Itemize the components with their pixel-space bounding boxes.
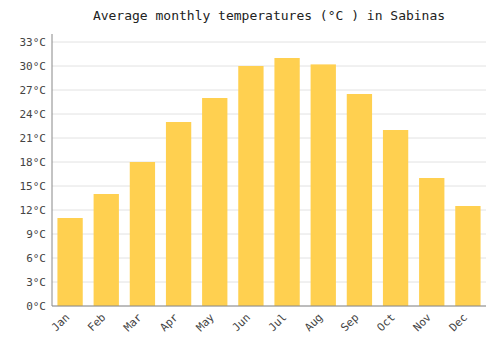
x-tick-label: Nov bbox=[411, 311, 435, 335]
y-tick-label: 30°C bbox=[20, 60, 47, 73]
y-axis-line bbox=[52, 34, 53, 306]
x-tick-label: Apr bbox=[157, 311, 181, 335]
x-tick-label: May bbox=[194, 311, 218, 335]
bar bbox=[274, 58, 299, 306]
x-tick-label: Jun bbox=[230, 311, 253, 334]
y-tick-label: 9°C bbox=[26, 228, 46, 241]
grid-line bbox=[52, 90, 486, 91]
chart: Average monthly temperatures (°C ) in Sa… bbox=[0, 0, 500, 350]
x-tick-label: Jan bbox=[49, 311, 72, 334]
grid-line bbox=[52, 138, 486, 139]
bar bbox=[94, 194, 119, 306]
x-tick-label: Feb bbox=[85, 311, 108, 334]
grid bbox=[52, 42, 486, 306]
x-tick-label: Oct bbox=[374, 311, 397, 334]
x-tick-label: Sep bbox=[338, 311, 361, 334]
y-tick-label: 18°C bbox=[20, 156, 47, 169]
grid-line bbox=[52, 306, 486, 307]
bar bbox=[202, 98, 227, 306]
grid-line bbox=[52, 162, 486, 163]
x-tick-label: Jul bbox=[266, 311, 289, 334]
bar bbox=[238, 66, 263, 306]
grid-line bbox=[52, 66, 486, 67]
bars bbox=[57, 58, 480, 306]
bar bbox=[347, 94, 372, 306]
bar bbox=[166, 122, 191, 306]
y-tick-label: 0°C bbox=[26, 300, 46, 313]
bar bbox=[455, 206, 480, 306]
y-tick-label: 21°C bbox=[20, 132, 47, 145]
y-tick-label: 3°C bbox=[26, 276, 46, 289]
title: Average monthly temperatures (°C ) in Sa… bbox=[93, 8, 445, 23]
y-tick-label: 6°C bbox=[26, 252, 46, 265]
y-tick-label: 24°C bbox=[20, 108, 47, 121]
y-tick-label: 27°C bbox=[20, 84, 47, 97]
y-tick-label: 12°C bbox=[20, 204, 47, 217]
bar bbox=[57, 218, 82, 306]
grid-line bbox=[52, 42, 486, 43]
x-tick-label: Dec bbox=[447, 311, 470, 334]
grid-line bbox=[52, 114, 486, 115]
bar bbox=[130, 162, 155, 306]
x-tick-label: Aug bbox=[302, 311, 325, 334]
x-tick-label: Mar bbox=[121, 311, 145, 335]
bar bbox=[383, 130, 408, 306]
y-tick-label: 33°C bbox=[20, 36, 47, 49]
bar bbox=[419, 178, 444, 306]
y-tick-label: 15°C bbox=[20, 180, 47, 193]
bar bbox=[311, 64, 336, 306]
x-axis-line bbox=[52, 306, 486, 307]
